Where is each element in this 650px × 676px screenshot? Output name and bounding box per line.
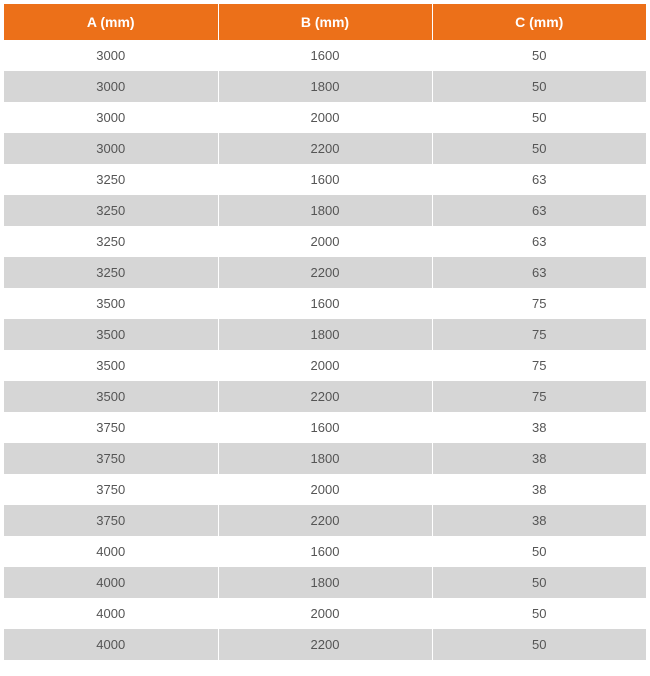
table-cell: 1600 — [218, 412, 432, 443]
table-cell: 1600 — [218, 164, 432, 195]
table-row: 3750160038 — [4, 412, 646, 443]
table-cell: 1800 — [218, 195, 432, 226]
table-row: 3250180063 — [4, 195, 646, 226]
table-cell: 63 — [432, 195, 646, 226]
table-cell: 2200 — [218, 505, 432, 536]
table-cell: 50 — [432, 598, 646, 629]
table-cell: 38 — [432, 474, 646, 505]
col-header-b: B (mm) — [218, 4, 432, 40]
table-row: 3000180050 — [4, 71, 646, 102]
table-cell: 2200 — [218, 629, 432, 660]
table-row: 3250160063 — [4, 164, 646, 195]
table-cell: 50 — [432, 102, 646, 133]
table-cell: 2000 — [218, 226, 432, 257]
table-row: 3500160075 — [4, 288, 646, 319]
table-cell: 4000 — [4, 598, 218, 629]
table-cell: 3500 — [4, 381, 218, 412]
table-cell: 63 — [432, 257, 646, 288]
table-cell: 3750 — [4, 443, 218, 474]
table-row: 3500220075 — [4, 381, 646, 412]
table-row: 3250200063 — [4, 226, 646, 257]
table-cell: 50 — [432, 71, 646, 102]
table-row: 3750220038 — [4, 505, 646, 536]
table-cell: 50 — [432, 133, 646, 164]
table-cell: 3000 — [4, 71, 218, 102]
table-cell: 3750 — [4, 505, 218, 536]
table-cell: 3000 — [4, 133, 218, 164]
table-row: 3000160050 — [4, 40, 646, 71]
table-cell: 3500 — [4, 319, 218, 350]
table-row: 3500180075 — [4, 319, 646, 350]
table-row: 3250220063 — [4, 257, 646, 288]
table-cell: 3000 — [4, 40, 218, 71]
table-header-row: A (mm) B (mm) C (mm) — [4, 4, 646, 40]
table-row: 4000160050 — [4, 536, 646, 567]
table-row: 3750200038 — [4, 474, 646, 505]
table-cell: 4000 — [4, 536, 218, 567]
table-cell: 3250 — [4, 257, 218, 288]
table-cell: 4000 — [4, 629, 218, 660]
table-cell: 2200 — [218, 381, 432, 412]
table-row: 3000220050 — [4, 133, 646, 164]
table-row: 4000220050 — [4, 629, 646, 660]
table-cell: 38 — [432, 412, 646, 443]
table-cell: 75 — [432, 350, 646, 381]
table-cell: 2200 — [218, 133, 432, 164]
table-row: 4000180050 — [4, 567, 646, 598]
table-cell: 1800 — [218, 567, 432, 598]
table-cell: 2000 — [218, 474, 432, 505]
table-cell: 1800 — [218, 71, 432, 102]
table-cell: 50 — [432, 567, 646, 598]
dimensions-table: A (mm) B (mm) C (mm) 3000160050300018005… — [4, 4, 646, 660]
table-cell: 63 — [432, 164, 646, 195]
table-cell: 75 — [432, 319, 646, 350]
table-cell: 1600 — [218, 40, 432, 71]
table-row: 4000200050 — [4, 598, 646, 629]
table-cell: 2200 — [218, 257, 432, 288]
table-row: 3000200050 — [4, 102, 646, 133]
table-cell: 3250 — [4, 164, 218, 195]
table-cell: 2000 — [218, 102, 432, 133]
table-cell: 1800 — [218, 319, 432, 350]
table-cell: 3000 — [4, 102, 218, 133]
table-cell: 75 — [432, 288, 646, 319]
table-cell: 1600 — [218, 536, 432, 567]
table-cell: 38 — [432, 505, 646, 536]
col-header-a: A (mm) — [4, 4, 218, 40]
table-cell: 4000 — [4, 567, 218, 598]
table-cell: 3500 — [4, 288, 218, 319]
table-cell: 3750 — [4, 412, 218, 443]
table-cell: 2000 — [218, 598, 432, 629]
table-cell: 38 — [432, 443, 646, 474]
table-cell: 50 — [432, 629, 646, 660]
table-cell: 63 — [432, 226, 646, 257]
col-header-c: C (mm) — [432, 4, 646, 40]
table-cell: 1600 — [218, 288, 432, 319]
table-row: 3750180038 — [4, 443, 646, 474]
table-cell: 2000 — [218, 350, 432, 381]
table-row: 3500200075 — [4, 350, 646, 381]
table-body: 3000160050300018005030002000503000220050… — [4, 40, 646, 660]
table-cell: 3250 — [4, 226, 218, 257]
table-cell: 1800 — [218, 443, 432, 474]
table-cell: 75 — [432, 381, 646, 412]
table-cell: 3250 — [4, 195, 218, 226]
table-cell: 50 — [432, 536, 646, 567]
table-cell: 50 — [432, 40, 646, 71]
table-cell: 3500 — [4, 350, 218, 381]
table-cell: 3750 — [4, 474, 218, 505]
